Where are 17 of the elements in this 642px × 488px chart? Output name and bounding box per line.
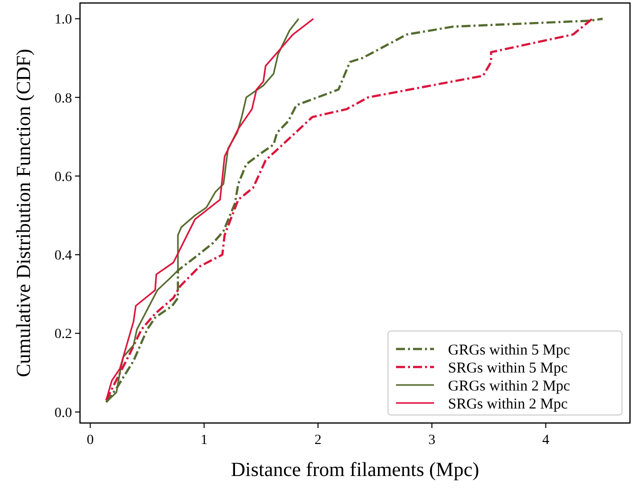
legend-label: SRGs within 2 Mpc bbox=[448, 396, 568, 412]
y-axis-title: Cumulative Distribution Function (CDF) bbox=[13, 48, 35, 378]
y-tick-label: 0.0 bbox=[54, 406, 72, 421]
x-tick-label: 4 bbox=[542, 433, 550, 448]
y-tick-label: 0.6 bbox=[54, 170, 72, 185]
legend-label: GRGs within 2 Mpc bbox=[448, 378, 570, 394]
x-tick-label: 0 bbox=[86, 433, 94, 448]
x-tick-label: 2 bbox=[314, 433, 322, 448]
x-tick-label: 1 bbox=[200, 433, 208, 448]
x-tick-label: 3 bbox=[428, 433, 436, 448]
y-tick-label: 0.4 bbox=[54, 248, 72, 264]
y-tick-label: 0.8 bbox=[54, 91, 72, 106]
x-axis-title: Distance from filaments (Mpc) bbox=[230, 459, 480, 481]
legend-label: GRGs within 5 Mpc bbox=[448, 342, 570, 358]
legend-label: SRGs within 5 Mpc bbox=[448, 360, 568, 376]
y-tick-label: 0.2 bbox=[54, 327, 72, 342]
y-tick-label: 1.0 bbox=[54, 12, 72, 28]
